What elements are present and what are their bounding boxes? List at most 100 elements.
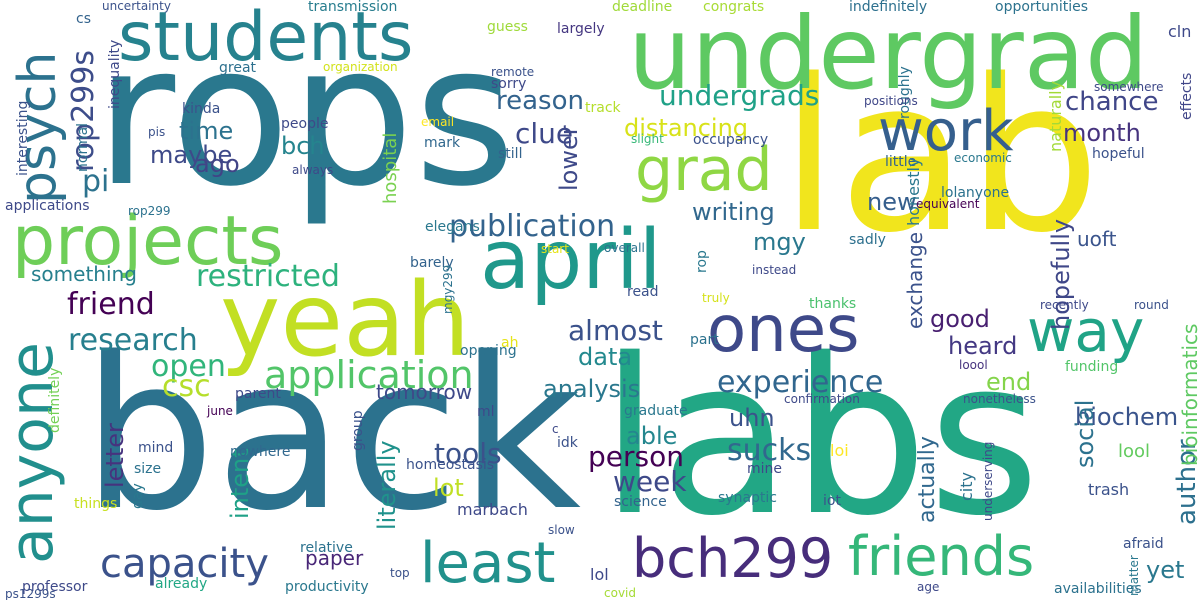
word: slight	[631, 132, 664, 146]
word: maybe	[150, 141, 233, 169]
word: april	[480, 213, 662, 308]
word: bioinformatics	[1178, 323, 1200, 466]
word: labs	[600, 312, 1040, 563]
word: organization	[323, 60, 398, 74]
word: read	[627, 284, 659, 300]
word: elegans	[425, 219, 480, 235]
word: indefinitely	[849, 0, 928, 15]
word: effects	[1179, 72, 1195, 120]
word: opening	[460, 343, 517, 359]
word: deadline	[612, 0, 673, 15]
word: reason	[496, 86, 584, 116]
word: top	[390, 566, 410, 580]
word: cs	[76, 11, 91, 27]
word: yeah	[220, 261, 471, 380]
word: ml	[477, 404, 495, 420]
word: covid	[604, 586, 636, 600]
word: june	[207, 404, 233, 418]
word: cln	[1168, 22, 1192, 41]
word: capacity	[100, 541, 269, 587]
word: yet	[1146, 556, 1185, 584]
word: funding	[1065, 359, 1119, 375]
word: nowhere	[230, 444, 291, 460]
word: email	[421, 115, 455, 129]
word: somewhere	[1094, 80, 1164, 94]
word: synaptic	[718, 490, 777, 506]
word: instead	[752, 263, 797, 277]
word: recently	[1040, 298, 1089, 312]
word: mgy299	[441, 264, 455, 314]
word: work	[878, 99, 1014, 164]
word: nonetheless	[963, 392, 1036, 406]
word: city	[957, 472, 976, 501]
word: distancing	[624, 114, 749, 142]
word: least	[420, 531, 556, 596]
word: biochem	[1075, 403, 1179, 431]
word: able	[626, 422, 678, 450]
word: hopeful	[1092, 146, 1145, 162]
word: remote	[491, 65, 535, 79]
word: bch299	[632, 527, 834, 590]
word: ago	[195, 150, 240, 178]
word: students	[118, 0, 414, 77]
word: month	[1063, 119, 1141, 147]
word: new	[867, 188, 917, 216]
word: undergrads	[659, 79, 820, 112]
word: transmission	[308, 0, 398, 15]
word: round	[1134, 298, 1169, 312]
word: overall	[604, 241, 645, 255]
word: graduate	[624, 403, 688, 419]
word: csc	[162, 369, 211, 404]
word: restricted	[196, 259, 340, 294]
word: clue	[515, 117, 574, 150]
word: largely	[557, 21, 605, 37]
word: things	[74, 496, 118, 512]
word: hospital	[380, 132, 401, 204]
word: pis	[148, 125, 166, 139]
word: trash	[1088, 480, 1130, 499]
word: week	[613, 465, 687, 498]
word: ps1299s	[5, 587, 56, 600]
word: lool	[1118, 441, 1151, 462]
word: size	[134, 461, 162, 477]
word: social	[1071, 399, 1099, 468]
word: kinda	[182, 101, 221, 117]
word: c	[552, 422, 559, 436]
word: mgy	[753, 228, 806, 256]
word: loi	[830, 441, 849, 460]
word: mine	[747, 461, 783, 477]
word: lol	[590, 565, 609, 584]
word: experience	[717, 365, 884, 400]
word: sucks	[727, 433, 812, 468]
word: paper	[305, 546, 364, 570]
word: way	[1027, 297, 1145, 365]
word: slow	[548, 523, 575, 537]
word: group	[350, 410, 366, 451]
word: roughly	[897, 66, 913, 119]
word: people	[281, 116, 329, 132]
word: inequality	[107, 39, 123, 109]
word: truly	[702, 291, 730, 305]
word: tools	[434, 437, 502, 470]
word: loool	[959, 358, 988, 372]
word: end	[986, 368, 1032, 396]
word: heard	[948, 332, 1018, 360]
word: homeostasis	[406, 457, 495, 473]
word: thanks	[809, 296, 857, 312]
word: iot	[823, 493, 841, 509]
word: relative	[300, 540, 353, 556]
word: uncertainty	[102, 0, 171, 13]
word: always	[292, 163, 334, 177]
word: age	[917, 580, 940, 594]
word: positions	[864, 94, 918, 108]
word: undergrad	[628, 0, 1149, 112]
word: friend	[67, 287, 155, 322]
word: marbach	[457, 500, 528, 519]
word: still	[498, 146, 523, 162]
word: tomorrow	[376, 380, 473, 404]
word: bch	[281, 132, 325, 160]
word: open	[151, 349, 226, 384]
word: equivalent	[916, 197, 980, 211]
word: research	[68, 323, 198, 358]
word: normal	[75, 122, 91, 172]
